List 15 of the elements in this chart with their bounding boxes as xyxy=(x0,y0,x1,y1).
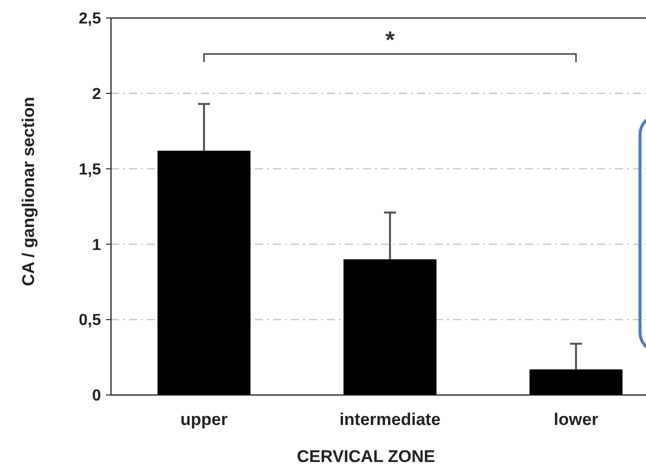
x-axis-title: CERVICAL ZONE xyxy=(296,447,436,466)
bar xyxy=(344,259,436,395)
y-tick-label: 2,5 xyxy=(78,10,102,28)
y-tick-label: 0 xyxy=(92,388,102,405)
y-tick-label: 2 xyxy=(92,86,102,103)
y-tick-label: 0,5 xyxy=(78,312,102,330)
y-tick-label: 1 xyxy=(92,236,102,254)
y-tick-label: 1,5 xyxy=(78,161,102,178)
x-tick-label: intermediate xyxy=(339,410,441,429)
x-tick-label: lower xyxy=(554,410,599,429)
y-axis-title: CA / ganglionar section xyxy=(19,96,38,286)
annotation: * xyxy=(385,27,396,54)
bar xyxy=(158,150,250,395)
x-tick-label: upper xyxy=(180,410,228,429)
bar xyxy=(530,369,622,395)
